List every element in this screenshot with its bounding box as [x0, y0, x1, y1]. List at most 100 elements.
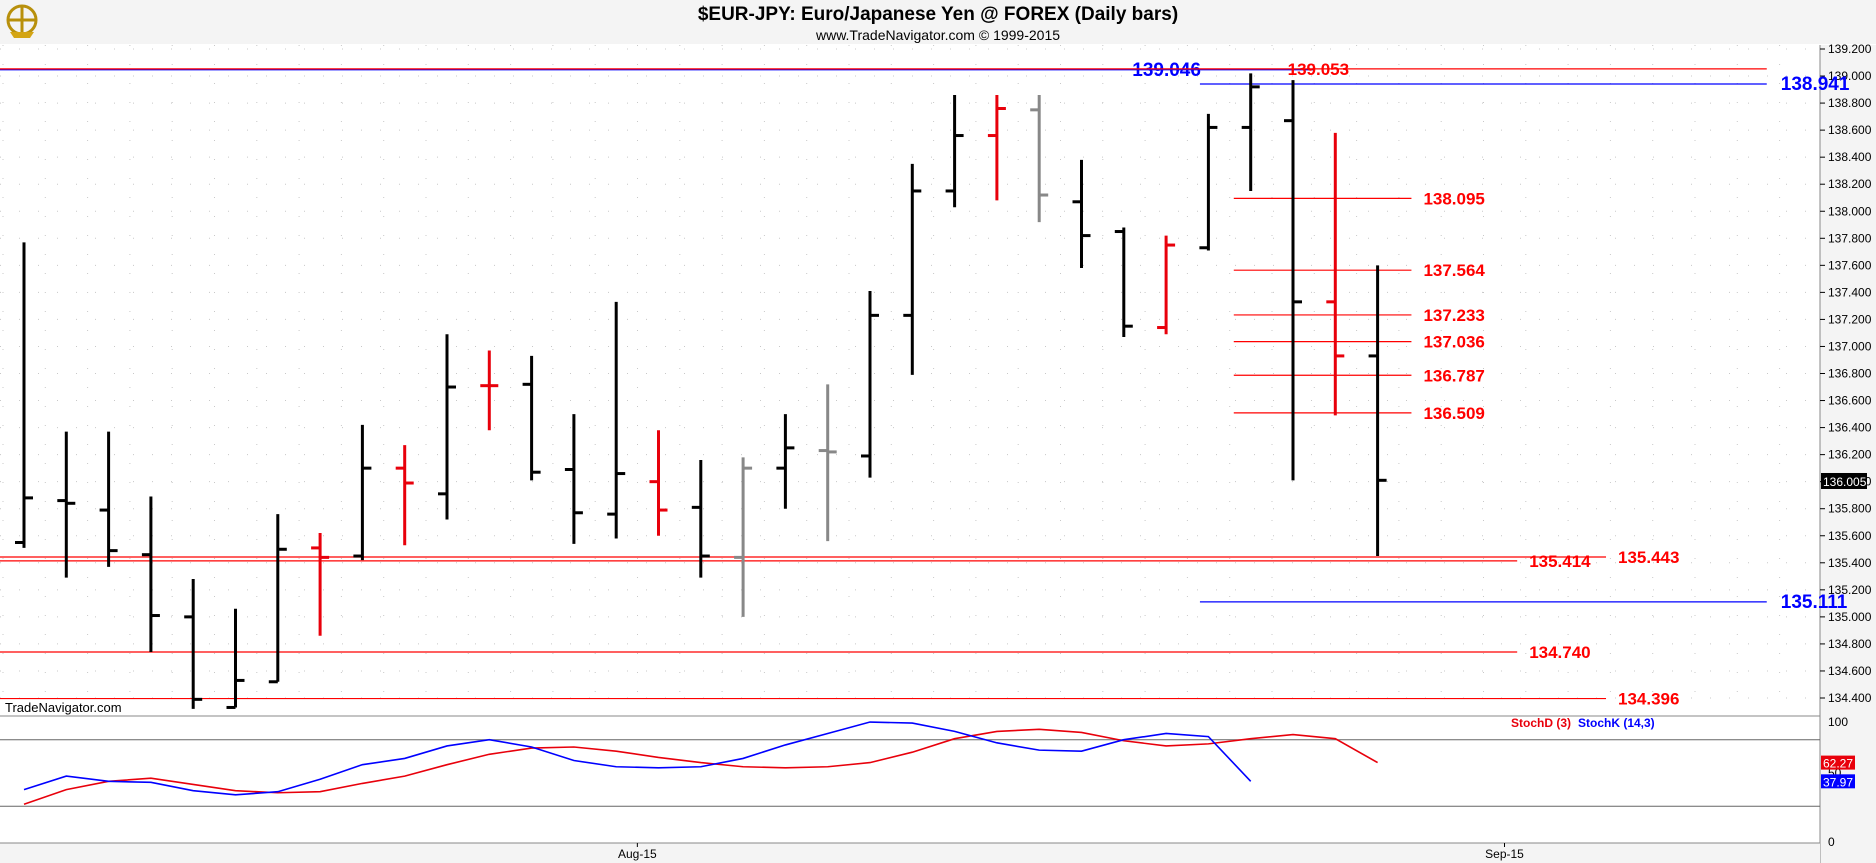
price-tick-label: 138.400 [1828, 150, 1872, 164]
price-tick-label: 136.800 [1828, 367, 1872, 381]
ohlc-bar [945, 94, 964, 208]
price-axis-bg [1820, 45, 1876, 863]
stoch-line [23, 728, 1378, 805]
chart-title: $EUR-JPY: Euro/Japanese Yen @ FOREX (Dai… [697, 4, 1179, 25]
price-tick-label: 138.000 [1828, 204, 1872, 218]
price-tick-label: 134.400 [1828, 691, 1872, 705]
level-label: 137.036 [1423, 333, 1484, 352]
price-tick-label: 137.200 [1828, 312, 1872, 326]
level-label: 134.396 [1618, 690, 1679, 709]
price-tick-label: 136.200 [1828, 448, 1872, 462]
watermark-text: TradeNavigator.com [5, 700, 122, 715]
ohlc-bar [1284, 80, 1302, 481]
price-axis: 139.200 139.000 138.800 138.600 138.400 138.2… [1819, 42, 1876, 863]
date-tick-label: Sep-15 [1485, 847, 1524, 861]
price-tick-label: 138.600 [1828, 123, 1872, 137]
ohlc-bar [1114, 227, 1133, 337]
level-label: 138.941 [1781, 74, 1850, 95]
chart-subtitle: www.TradeNavigator.com © 1999-2015 [815, 27, 1061, 43]
ohlc-bar [607, 301, 626, 539]
ohlc-bar [1157, 235, 1176, 335]
ohlc-bar [1030, 94, 1049, 223]
ohlc-bars [15, 73, 1387, 709]
price-tick-label: 137.600 [1828, 258, 1872, 272]
ohlc-bar [226, 608, 245, 709]
level-label: 135.111 [1781, 592, 1848, 613]
price-tick-label: 138.200 [1828, 177, 1872, 191]
ohlc-bar [311, 533, 330, 636]
last-price-tag [1821, 472, 1867, 489]
price-tick-label: 139.200 [1828, 42, 1872, 56]
ohlc-bar [691, 460, 710, 578]
price-panel [0, 45, 1823, 710]
ohlc-bar [649, 430, 668, 536]
ohlc-bar [438, 334, 456, 520]
ohlc-bar [99, 431, 118, 567]
ohlc-bar [1199, 113, 1218, 251]
price-tick-label: 134.600 [1828, 664, 1872, 678]
ohlc-bar [353, 424, 372, 561]
date-axis: Aug-15 Sep-15 [0, 842, 1820, 863]
stochk-legend: StochK (14,3) [1578, 716, 1655, 730]
ohlc-bar [564, 414, 583, 544]
ohlc-bar [57, 431, 76, 578]
last-price-label: 136.005 [1823, 475, 1867, 489]
stoch-value-tag [1821, 774, 1855, 789]
price-tick-label: 136.400 [1828, 421, 1872, 435]
tradenavigator-logo-icon [6, 4, 38, 38]
price-tick-label: 135.000 [1828, 610, 1872, 624]
stoch-value-label: 62.27 [1823, 757, 1853, 771]
price-tick-label: 134.800 [1828, 637, 1872, 651]
ohlc-bar [776, 414, 795, 509]
stoch-value-label: 37.97 [1823, 775, 1853, 789]
ohlc-bar [1326, 132, 1345, 416]
price-tick-label: 135.400 [1828, 556, 1872, 570]
ohlc-bar [818, 384, 837, 542]
ohlc-bar [903, 163, 922, 375]
level-label: 135.443 [1618, 548, 1679, 567]
ohlc-bar [1241, 73, 1260, 191]
ohlc-bar [480, 350, 499, 431]
level-label: 136.509 [1423, 404, 1484, 423]
date-tick-label: Aug-15 [618, 847, 657, 861]
price-tick-label: 137.800 [1828, 231, 1872, 245]
ohlc-bar [1072, 159, 1091, 269]
price-tick-label: 135.800 [1828, 502, 1872, 516]
price-tick-label: 136.600 [1828, 394, 1872, 408]
price-tick-label: 135.600 [1828, 529, 1872, 543]
price-tick-label: 137.000 [1828, 339, 1872, 353]
ohlc-bar [522, 355, 541, 481]
price-tick-label: 137.400 [1828, 285, 1872, 299]
ohlc-bar [268, 514, 287, 684]
price-panel-bg [0, 45, 1820, 710]
price-tick-label: 138.800 [1828, 96, 1872, 110]
stochd-legend: StochD (3) [1511, 716, 1571, 730]
level-label: 138.095 [1423, 189, 1484, 208]
stoch-line [23, 721, 1252, 796]
level-label: 136.787 [1423, 366, 1484, 385]
ohlc-bar [1368, 265, 1387, 557]
level-label: 139.046 [1132, 60, 1201, 81]
level-label: 139.053 [1288, 60, 1349, 79]
ohlc-bar [141, 496, 160, 653]
ohlc-bar [861, 291, 879, 478]
date-axis-bg [0, 843, 1820, 863]
level-label: 137.564 [1423, 261, 1485, 280]
ohlc-bar [734, 457, 753, 617]
price-tick-label: 139.000 [1828, 69, 1872, 83]
stoch-tick-label: 0 [1828, 835, 1835, 849]
ohlc-bar [15, 242, 33, 548]
level-label: 137.233 [1423, 306, 1484, 325]
level-label: 135.414 [1529, 552, 1591, 571]
price-levels: 139.046 139.053 138.941 138.095 137.564 137.2… [0, 60, 1850, 709]
ohlc-bar [395, 445, 414, 546]
price-tick-label: 135.200 [1828, 583, 1872, 597]
stoch-value-tag [1821, 755, 1855, 770]
level-label: 134.740 [1529, 643, 1590, 662]
ohlc-bar [987, 94, 1006, 201]
stoch-tick-label: 100 [1828, 715, 1848, 729]
chart-header: $EUR-JPY: Euro/Japanese Yen @ FOREX (Dai… [0, 0, 1876, 44]
ohlc-bar [184, 579, 203, 709]
